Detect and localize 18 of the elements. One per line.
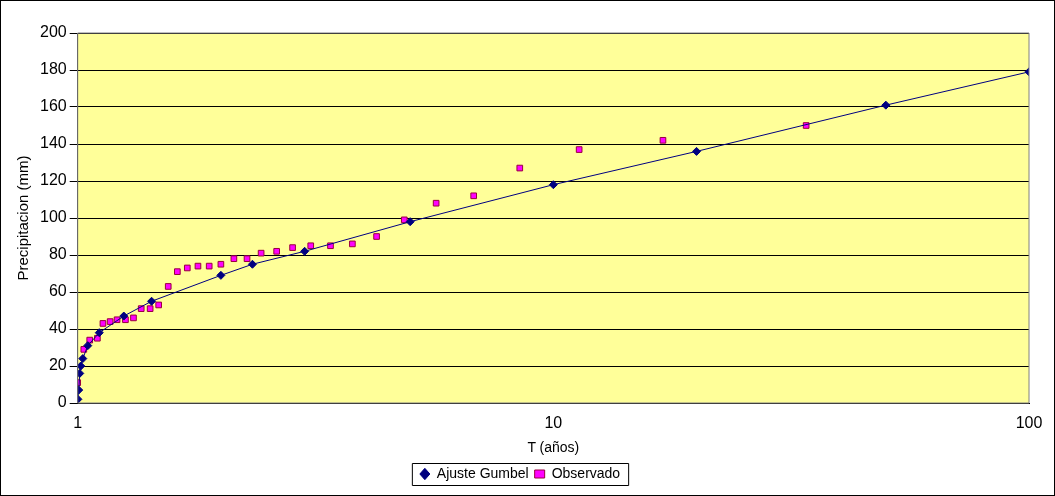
legend-label: Ajuste Gumbel: [436, 464, 529, 481]
legend-label: Observado: [551, 464, 621, 481]
x-axis-title: T (años): [527, 439, 580, 456]
x-tick-label: 100: [1015, 414, 1043, 432]
y-tick-label: 100: [39, 208, 67, 226]
y-tick-label: 160: [39, 97, 67, 115]
y-tick-label: 80: [48, 245, 67, 263]
y-tick-label: 140: [39, 134, 67, 152]
y-tick-label: 40: [48, 319, 67, 337]
y-tick-label: 60: [48, 282, 67, 300]
y-tick-label: 180: [39, 60, 67, 78]
y-tick-label: 120: [39, 171, 67, 189]
y-axis-title: Precipitacion (mm): [14, 155, 32, 281]
y-tick-label: 200: [39, 23, 67, 41]
y-tick-label: 0: [57, 393, 67, 411]
y-tick-label: 20: [48, 356, 67, 374]
x-tick-label: 10: [544, 414, 563, 432]
x-tick-label: 1: [73, 414, 83, 432]
